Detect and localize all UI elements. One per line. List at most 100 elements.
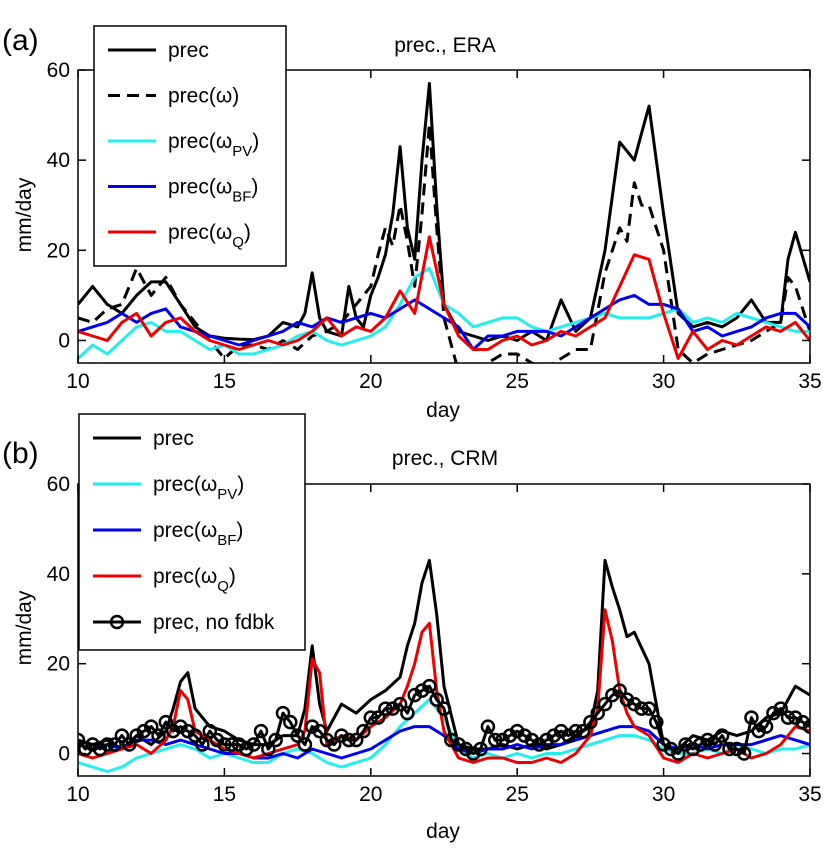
series-marker <box>319 732 335 748</box>
legend-label: prec(ωPV) <box>168 130 259 160</box>
legend-label: prec(ωBF) <box>168 176 258 206</box>
series-marker <box>363 710 379 725</box>
x-tick-label: 20 <box>359 783 382 806</box>
series-marker <box>370 710 386 725</box>
series-marker <box>304 719 320 734</box>
series-marker <box>546 728 562 743</box>
series-marker <box>634 701 649 716</box>
x-tick-label: 30 <box>652 370 675 393</box>
series-marker <box>619 692 635 707</box>
series-marker <box>217 737 232 752</box>
series-marker <box>100 737 115 752</box>
x-tick-label: 25 <box>506 783 529 806</box>
series-marker <box>561 728 576 743</box>
series-marker <box>517 728 532 743</box>
series-marker <box>195 737 210 752</box>
series-marker <box>487 732 503 748</box>
series-marker <box>114 728 130 743</box>
series-marker <box>649 714 664 730</box>
y-tick-label: 0 <box>58 329 70 352</box>
x-tick-label: 35 <box>798 783 821 806</box>
series-marker <box>685 741 701 757</box>
series-marker <box>502 728 518 743</box>
series-marker <box>575 723 591 739</box>
series-marker <box>766 705 781 721</box>
series-marker <box>458 741 474 757</box>
series-marker <box>173 719 188 734</box>
series-marker <box>356 723 371 739</box>
series-marker <box>348 732 364 748</box>
legend-label: prec, no fdbk <box>153 611 275 634</box>
series-marker <box>553 723 569 739</box>
series-marker <box>121 737 137 752</box>
series-marker <box>165 723 181 739</box>
y-tick-label: 20 <box>47 653 70 676</box>
series-marker <box>129 728 144 743</box>
y-tick-label: 0 <box>58 743 70 766</box>
legend-box <box>93 25 287 267</box>
series-marker <box>788 710 803 725</box>
series-marker <box>524 732 540 748</box>
series-marker <box>239 741 254 757</box>
legend-label: prec <box>153 427 194 450</box>
series-marker <box>297 737 313 752</box>
x-tick-label: 25 <box>506 370 529 393</box>
series-marker <box>268 732 283 748</box>
series-marker <box>378 701 393 716</box>
plot-area <box>78 558 810 773</box>
series-marker <box>158 714 174 730</box>
legend-label: prec <box>168 39 209 62</box>
series-marker <box>707 737 723 752</box>
panel-b-title: prec., CRM <box>392 447 498 470</box>
series-marker <box>385 701 401 716</box>
series-marker <box>495 732 510 748</box>
series-marker <box>802 719 810 734</box>
x-tick-label: 10 <box>66 370 89 393</box>
series-marker <box>744 710 759 725</box>
panel-b: (b) prec., CRM day mm/day 10 15 20 25 30 35 0 2… <box>2 413 822 843</box>
series-marker <box>85 737 100 752</box>
axes-frame <box>77 483 811 777</box>
x-tick-label: 35 <box>798 370 821 393</box>
legend-label: prec(ωBF) <box>153 519 243 549</box>
series-marker <box>429 692 444 707</box>
series-marker <box>751 723 767 739</box>
series-marker <box>729 741 745 757</box>
series-marker <box>480 719 496 734</box>
series-marker <box>736 746 752 761</box>
series-marker <box>444 732 459 748</box>
series-marker <box>656 737 671 752</box>
series-marker <box>326 737 342 752</box>
panel-a-title: prec., ERA <box>394 34 496 57</box>
series-marker <box>231 737 247 752</box>
series-marker <box>451 737 466 752</box>
series-marker <box>107 737 122 752</box>
y-tick-label: 40 <box>47 563 70 586</box>
legend: prec prec(ω) prec(ωPV) prec(ωBF) prec(ωQ) <box>93 25 287 267</box>
y-tick-label: 60 <box>47 59 70 82</box>
series-marker <box>473 741 488 757</box>
series-marker <box>583 714 598 730</box>
series-marker <box>151 728 166 743</box>
series-marker <box>253 723 269 739</box>
series-marker <box>663 741 679 757</box>
series-marker <box>334 728 349 743</box>
series-marker <box>568 723 584 739</box>
x-tick-label: 15 <box>213 783 236 806</box>
series-marker <box>597 696 613 712</box>
series-marker <box>531 737 547 752</box>
series-marker <box>261 741 276 757</box>
panel-a-xlabel: day <box>426 399 460 422</box>
series-marker <box>78 741 93 757</box>
series-marker <box>187 728 203 743</box>
series-marker <box>612 683 627 698</box>
panel-a-ylabel: mm/day <box>13 177 36 252</box>
series-marker <box>414 683 430 698</box>
panel-a: (a) prec., ERA day mm/day 10 15 20 25 30 35 0 2… <box>2 24 822 422</box>
series-marker <box>202 723 218 739</box>
y-tick-label: 40 <box>47 149 70 172</box>
series-marker <box>795 714 810 730</box>
series-marker <box>436 701 452 716</box>
series-marker <box>312 723 327 739</box>
